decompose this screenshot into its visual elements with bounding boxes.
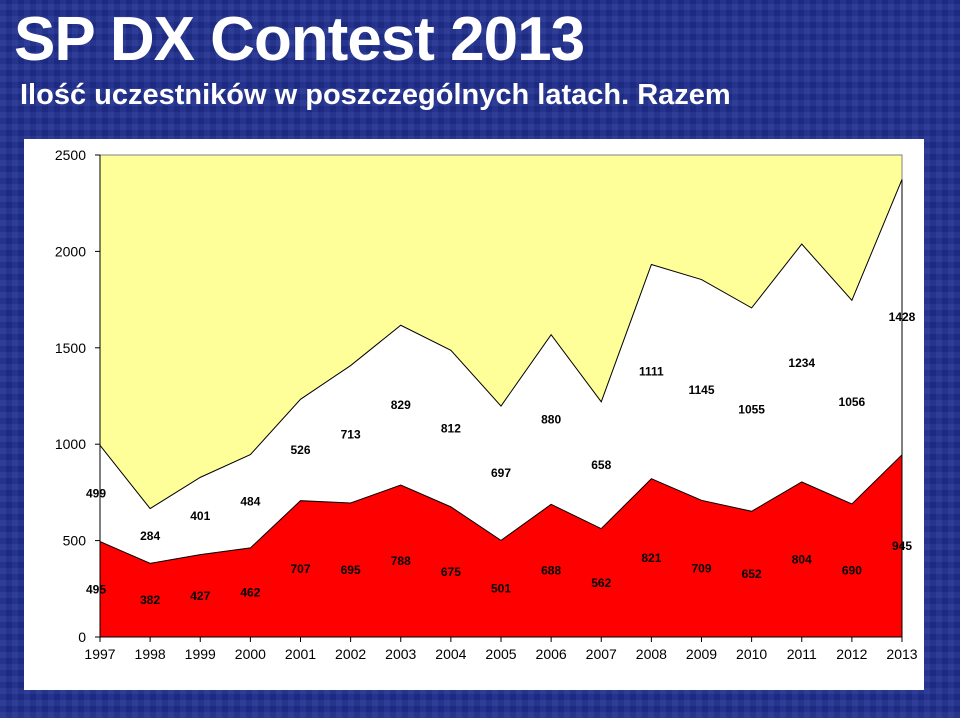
x-tick-label: 2006 xyxy=(536,646,567,662)
data-label-series-1: 804 xyxy=(792,552,812,566)
data-label-series-2: 1056 xyxy=(839,395,866,409)
data-label-series-1: 690 xyxy=(842,563,862,577)
y-tick-label: 0 xyxy=(78,629,86,645)
data-label-series-1: 945 xyxy=(892,539,912,553)
data-label-series-2: 401 xyxy=(190,509,210,523)
y-tick-label: 1000 xyxy=(55,436,86,452)
x-tick-label: 2008 xyxy=(636,646,667,662)
data-label-series-2: 812 xyxy=(441,422,461,436)
data-label-series-1: 788 xyxy=(391,554,411,568)
data-label-series-1: 462 xyxy=(240,585,260,599)
data-label-series-1: 652 xyxy=(742,567,762,581)
data-label-series-1: 695 xyxy=(341,563,361,577)
y-tick-label: 2000 xyxy=(55,243,86,259)
data-label-series-1: 688 xyxy=(541,564,561,578)
data-label-series-2: 1145 xyxy=(688,383,714,397)
data-label-series-1: 501 xyxy=(491,582,511,596)
data-label-series-1: 709 xyxy=(691,562,711,576)
data-label-series-2: 526 xyxy=(290,443,310,457)
data-label-series-1: 427 xyxy=(190,589,210,603)
data-label-series-2: 484 xyxy=(240,494,260,508)
x-tick-label: 2005 xyxy=(485,646,516,662)
data-label-series-1: 707 xyxy=(290,562,310,576)
data-label-series-2: 880 xyxy=(541,413,561,427)
data-label-series-1: 495 xyxy=(86,582,106,596)
data-label-series-2: 829 xyxy=(391,398,411,412)
data-label-series-1: 382 xyxy=(140,593,160,607)
x-tick-label: 2011 xyxy=(787,646,817,662)
x-tick-label: 2010 xyxy=(736,646,767,662)
stacked-area-chart: 0 500 1000 1500 2000 2500 1997 1998 1999 2000 2001… xyxy=(55,147,918,662)
y-tick-label: 2500 xyxy=(55,147,86,163)
x-tick-label: 2007 xyxy=(586,646,617,662)
x-tick-label: 2013 xyxy=(886,646,917,662)
data-label-series-2: 697 xyxy=(491,466,511,480)
data-label-series-2: 284 xyxy=(140,529,160,543)
slide-title: SP DX Contest 2013 xyxy=(14,5,585,74)
x-tick-label: 2001 xyxy=(285,646,316,662)
data-label-series-2: 499 xyxy=(86,486,106,500)
x-tick-label: 1997 xyxy=(84,646,115,662)
data-label-series-1: 675 xyxy=(441,565,461,579)
data-label-series-2: 1428 xyxy=(889,310,916,324)
x-tick-label: 2004 xyxy=(435,646,466,662)
x-tick-label: 2009 xyxy=(686,646,717,662)
data-label-series-2: 1111 xyxy=(639,365,664,379)
slide-subtitle: Ilość uczestników w poszczególnych latac… xyxy=(20,79,731,111)
data-label-series-2: 1234 xyxy=(788,356,815,370)
x-tick-label: 1999 xyxy=(185,646,216,662)
data-label-series-1: 562 xyxy=(591,576,611,590)
data-label-series-2: 658 xyxy=(591,458,611,472)
chart-panel: 0 500 1000 1500 2000 2500 1997 1998 1999 2000 2001… xyxy=(24,139,924,690)
y-tick-label: 500 xyxy=(63,533,87,549)
data-label-series-1: 821 xyxy=(641,551,661,565)
y-tick-label: 1500 xyxy=(55,340,86,356)
data-label-series-2: 713 xyxy=(341,427,361,441)
series-area-1 xyxy=(99,453,903,638)
x-tick-label: 2002 xyxy=(335,646,366,662)
x-tick-label: 1998 xyxy=(135,646,166,662)
data-label-series-2: 1055 xyxy=(738,403,765,417)
x-tick-label: 2003 xyxy=(385,646,416,662)
x-tick-label: 2012 xyxy=(836,646,867,662)
x-tick-label: 2000 xyxy=(235,646,266,662)
